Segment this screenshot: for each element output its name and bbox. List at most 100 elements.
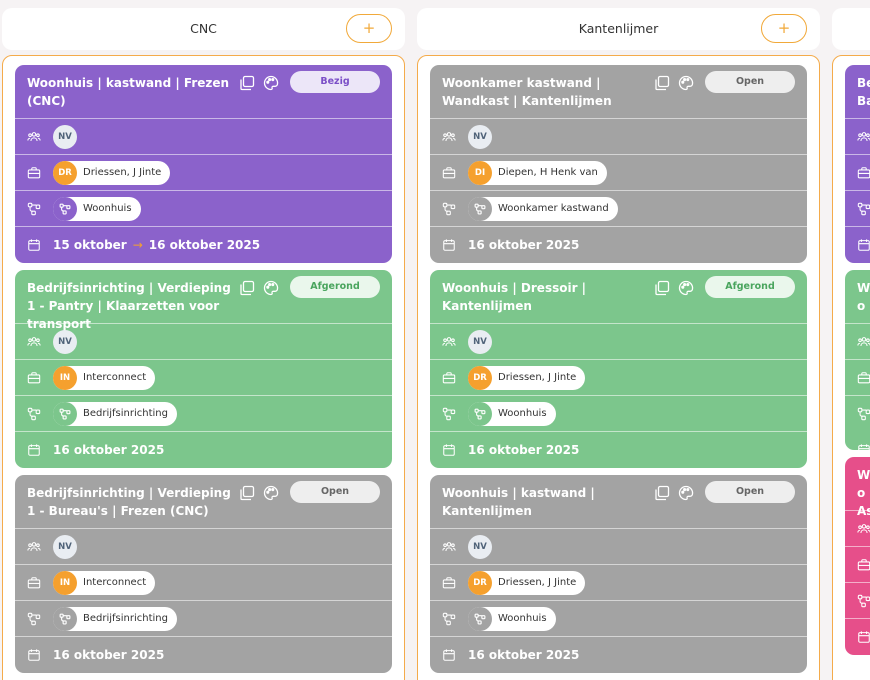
client-chip[interactable]: IN Interconnect <box>53 365 156 390</box>
project-row: Woonhuis <box>430 601 807 637</box>
status-badge[interactable]: Open <box>705 71 795 93</box>
card-title: Wo <box>857 281 870 313</box>
avatar: NV <box>53 329 77 354</box>
briefcase-icon <box>27 371 41 385</box>
add-card-button[interactable]: + <box>346 14 392 43</box>
task-card[interactable]: Bedrijfsinrichting | Verdieping 1 - Bure… <box>15 475 392 673</box>
team-row: NV <box>15 324 392 360</box>
client-name: Driessen, J Jinte <box>83 167 162 178</box>
briefcase-row <box>845 155 870 191</box>
palette-icon[interactable] <box>678 485 694 501</box>
task-card[interactable]: Bedrijfsinrichting | Verdieping 1 - Pant… <box>15 270 392 468</box>
branch-row <box>845 396 870 432</box>
client-name: Interconnect <box>83 372 147 383</box>
palette-icon[interactable] <box>678 75 694 91</box>
client-chip[interactable]: DR Driessen, J Jinte <box>468 570 586 595</box>
date-row: 15 oktober → 16 oktober 2025 <box>15 227 392 263</box>
task-card[interactable]: Woonkamer kastwand | Wandkast | Kantenli… <box>430 65 807 263</box>
task-card-partial[interactable]: Be Ba <box>845 65 870 263</box>
card-actions <box>654 280 694 296</box>
branch-icon <box>27 612 41 626</box>
calendar-icon <box>27 648 41 662</box>
status-badge[interactable]: Afgerond <box>705 276 795 298</box>
status-badge[interactable]: Bezig <box>290 71 380 93</box>
project-chip[interactable]: Woonhuis <box>468 401 556 426</box>
copy-icon[interactable] <box>239 485 255 501</box>
project-row: Woonhuis <box>430 396 807 432</box>
team-chip[interactable]: NV <box>53 329 77 354</box>
client-row: DI Diepen, H Henk van <box>430 155 807 191</box>
palette-icon[interactable] <box>263 75 279 91</box>
task-card[interactable]: Woonhuis | kastwand | Frezen (CNC) Bezig N… <box>15 65 392 263</box>
status-badge[interactable]: Afgerond <box>290 276 380 298</box>
team-chip[interactable]: NV <box>468 329 492 354</box>
client-name: Driessen, J Jinte <box>498 372 577 383</box>
calendar-icon <box>857 630 870 644</box>
branch-icon <box>857 407 870 421</box>
task-card-partial[interactable]: Wo <box>845 270 870 450</box>
team-row <box>845 324 870 360</box>
project-chip[interactable]: Woonkamer kastwand <box>468 196 618 221</box>
copy-icon[interactable] <box>239 75 255 91</box>
team-chip[interactable]: NV <box>53 124 77 149</box>
project-chip[interactable]: Bedrijfsinrichting <box>53 401 177 426</box>
card-title: Bedrijfsinrichting | Verdieping 1 - Bure… <box>27 486 231 518</box>
copy-icon[interactable] <box>654 485 670 501</box>
project-icon <box>53 606 77 631</box>
card-title: Woonkamer kastwand | Wandkast | Kantenli… <box>442 76 612 108</box>
arrow-right-icon: → <box>132 238 143 252</box>
project-name: Woonhuis <box>83 203 132 214</box>
branch-icon <box>27 407 41 421</box>
card-title: Woonhuis | kastwand | Kantenlijmen <box>442 486 595 518</box>
copy-icon[interactable] <box>239 280 255 296</box>
calendar-row <box>845 227 870 263</box>
team-icon <box>442 130 456 144</box>
team-chip[interactable]: NV <box>468 124 492 149</box>
status-badge[interactable]: Open <box>290 481 380 503</box>
add-card-button[interactable]: + <box>761 14 807 43</box>
avatar: NV <box>468 124 492 149</box>
team-chip[interactable]: NV <box>468 534 492 559</box>
briefcase-icon <box>442 166 456 180</box>
branch-icon <box>857 202 870 216</box>
card-actions <box>239 485 279 501</box>
client-row: IN Interconnect <box>15 565 392 601</box>
client-chip[interactable]: DR Driessen, J Jinte <box>468 365 586 390</box>
team-chip[interactable]: NV <box>53 534 77 559</box>
briefcase-icon <box>857 166 870 180</box>
card-header: Bedrijfsinrichting | Verdieping 1 - Bure… <box>15 475 392 529</box>
date-row: 16 oktober 2025 <box>430 637 807 673</box>
palette-icon[interactable] <box>678 280 694 296</box>
palette-icon[interactable] <box>263 485 279 501</box>
task-card[interactable]: Woonhuis | kastwand | Kantenlijmen Open NV… <box>430 475 807 673</box>
avatar: NV <box>53 124 77 149</box>
briefcase-icon <box>27 576 41 590</box>
date-row: 16 oktober 2025 <box>430 432 807 468</box>
column-header-kantenlijmer: Kantenlijmer + <box>417 8 820 50</box>
client-row: DR Driessen, J Jinte <box>430 360 807 396</box>
project-chip[interactable]: Woonhuis <box>468 606 556 631</box>
project-icon <box>468 606 492 631</box>
copy-icon[interactable] <box>654 280 670 296</box>
palette-icon[interactable] <box>263 280 279 296</box>
task-card[interactable]: Woonhuis | Dressoir | Kantenlijmen Afgero… <box>430 270 807 468</box>
card-title: Woonhuis | kastwand | Frezen (CNC) <box>27 76 230 108</box>
team-icon <box>857 522 870 536</box>
briefcase-icon <box>857 558 870 572</box>
client-chip[interactable]: DR Driessen, J Jinte <box>53 160 171 185</box>
card-header: Woonhuis | Dressoir | Kantenlijmen Afgero… <box>430 270 807 324</box>
client-row: DR Driessen, J Jinte <box>430 565 807 601</box>
calendar-icon <box>442 238 456 252</box>
team-icon <box>27 130 41 144</box>
date-start: 16 oktober 2025 <box>468 238 580 252</box>
status-badge[interactable]: Open <box>705 481 795 503</box>
client-chip[interactable]: DI Diepen, H Henk van <box>468 160 607 185</box>
client-chip[interactable]: IN Interconnect <box>53 570 156 595</box>
task-card-partial[interactable]: Wo As <box>845 457 870 655</box>
project-chip[interactable]: Bedrijfsinrichting <box>53 606 177 631</box>
copy-icon[interactable] <box>654 75 670 91</box>
client-name: Driessen, J Jinte <box>498 577 577 588</box>
date-row: 16 oktober 2025 <box>15 637 392 673</box>
briefcase-row <box>845 547 870 583</box>
project-chip[interactable]: Woonhuis <box>53 196 141 221</box>
